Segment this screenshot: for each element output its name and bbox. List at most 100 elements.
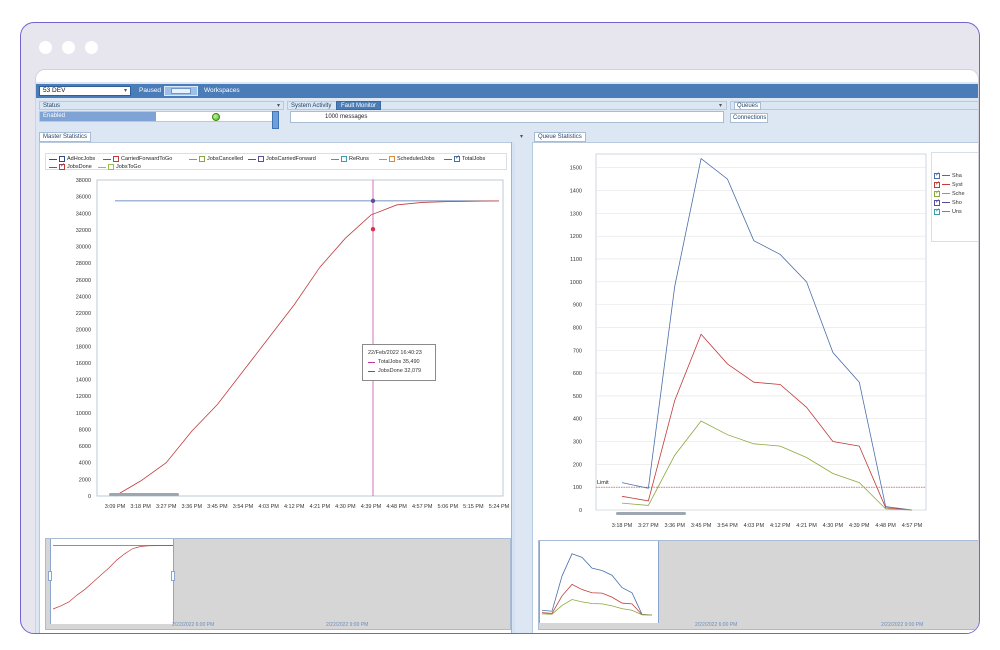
x-tick-label: 3:36 PM	[182, 504, 203, 510]
chevron-down-icon[interactable]: ▾	[276, 103, 280, 109]
legend-item[interactable]: CarriedForwardToGo	[103, 156, 172, 162]
y-tick-label: 16000	[76, 361, 91, 367]
status-row[interactable]: Enabled	[39, 111, 279, 122]
legend-item[interactable]: ReRuns	[331, 156, 369, 162]
y-tick-label: 38000	[76, 178, 91, 184]
legend-swatch	[49, 166, 57, 168]
legend-checkbox[interactable]	[934, 180, 940, 188]
legend-item[interactable]: JobsCancelled	[189, 156, 243, 162]
legend-item[interactable]: Syst	[934, 180, 978, 189]
workspaces-menu[interactable]: Workspaces	[204, 87, 240, 94]
legend-item[interactable]: Uns	[934, 207, 978, 216]
window-dot-icon[interactable]	[85, 41, 98, 54]
message-count: 1000 messages	[325, 114, 368, 120]
legend-label: Syst	[952, 181, 963, 188]
environment-value: 53 DEV	[43, 87, 66, 94]
legend-checkbox[interactable]	[934, 198, 940, 206]
overview-window[interactable]	[539, 541, 659, 623]
legend-checkbox[interactable]	[389, 156, 395, 162]
master-vertical-scrollbar[interactable]	[511, 142, 515, 633]
legend-checkbox[interactable]	[199, 156, 205, 162]
legend-checkbox[interactable]	[113, 156, 119, 162]
limit-label: Limit	[597, 480, 609, 486]
y-tick-label: 8000	[79, 427, 91, 433]
legend-checkbox[interactable]	[934, 207, 940, 215]
y-tick-label: 1500	[570, 166, 582, 172]
queue-chart[interactable]: 0 100 200 300 400 500 600 700 800 900 1000 1100 1200…	[536, 150, 928, 536]
legend-item[interactable]: ScheduledJobs	[379, 156, 435, 162]
legend-checkbox[interactable]	[454, 154, 460, 162]
y-tick-label: 20000	[76, 328, 91, 334]
overview-window[interactable]	[50, 539, 174, 624]
status-panel-header: Status ▾	[39, 101, 284, 110]
legend-item[interactable]: Sche	[934, 189, 978, 198]
overview-right-handle[interactable]	[171, 571, 175, 581]
chart-tooltip: 22/Feb/2022 16:40:23 TotalJobs 35,490 Jo…	[362, 344, 436, 381]
status-ok-icon	[212, 113, 220, 121]
legend-label: Sche	[952, 190, 965, 197]
x-tick-label: 4:39 PM	[849, 523, 870, 529]
window-dot-icon[interactable]	[39, 41, 52, 54]
tab-queue-statistics[interactable]: Queue Statistics	[534, 132, 586, 142]
overview-sparkline	[52, 545, 174, 610]
legend-item[interactable]: Sho	[934, 198, 978, 207]
tab-connections[interactable]: Connections	[730, 113, 768, 123]
y-tick-label: 1000	[570, 280, 582, 286]
pause-toggle[interactable]	[164, 86, 198, 96]
legend-item[interactable]: AdHocJobs	[49, 156, 95, 162]
legend-item[interactable]: JobsDone	[49, 162, 92, 170]
x-tick-label: 4:48 PM	[386, 504, 407, 510]
legend-checkbox[interactable]	[59, 162, 65, 170]
queue-overview[interactable]: 2/22/2022 6:00 PM 2/22/2022 9:00 PM	[538, 540, 978, 630]
cursor-point-total	[370, 198, 376, 204]
master-overview[interactable]: 2/22/2022 6:00 PM 2/22/2022 9:00 PM	[45, 538, 511, 630]
legend-checkbox[interactable]	[934, 189, 940, 197]
legend-swatch	[98, 166, 106, 168]
master-legend: AdHocJobs CarriedForwardToGo JobsCancelled…	[45, 153, 507, 170]
x-tick-label: 3:27 PM	[638, 523, 659, 529]
tab-master-statistics[interactable]: Master Statistics	[39, 132, 92, 142]
status-enabled-cell: Enabled	[40, 112, 156, 121]
legend-item[interactable]: JobsCarriedForward	[248, 156, 316, 162]
legend-swatch	[942, 184, 950, 185]
chevron-down-icon[interactable]: ▾	[718, 103, 722, 109]
y-tick-label: 900	[573, 303, 582, 309]
chevron-down-icon[interactable]: ▾	[520, 134, 524, 140]
status-panel-title: Status	[43, 103, 61, 109]
master-chart[interactable]: 0 2000 4000 6000 8000 10000 12000 14000 16000 180…	[45, 174, 511, 524]
series-line-jobsdone	[114, 200, 500, 497]
y-tick-label: 36000	[76, 195, 91, 201]
x-tick-label: 4:21 PM	[310, 504, 331, 510]
tab-queues[interactable]: Queues	[734, 102, 762, 110]
queue-legend: Sha Syst Sche Sho Uns	[931, 152, 978, 242]
y-tick-label: 2000	[79, 477, 91, 483]
status-scroll-stepper[interactable]	[272, 111, 279, 129]
legend-checkbox[interactable]	[341, 156, 347, 162]
tab-fault-monitor[interactable]: Fault Monitor	[336, 101, 382, 110]
application: 53 DEV ▾ Paused Workspaces Status ▾ Enab…	[36, 82, 978, 633]
environment-select[interactable]: 53 DEV ▾	[39, 86, 131, 96]
y-tick-label: 1200	[570, 234, 582, 240]
tooltip-total: TotalJobs 35,490	[378, 359, 420, 365]
window-dot-icon[interactable]	[62, 41, 75, 54]
y-tick-label: 0	[88, 494, 91, 500]
legend-checkbox[interactable]	[934, 171, 940, 179]
tooltip-row-done: JobsDone 32,079	[368, 367, 430, 376]
legend-label: JobsDone	[67, 164, 92, 170]
overview-series-line	[52, 545, 174, 610]
legend-checkbox[interactable]	[258, 156, 264, 162]
paused-label: Paused	[139, 87, 162, 94]
legend-item[interactable]: JobsToGo	[98, 164, 141, 170]
cursor-point-done	[370, 227, 376, 232]
overview-left-handle[interactable]	[48, 571, 52, 581]
legend-item[interactable]: TotalJobs	[444, 154, 485, 162]
overview-series-line	[541, 583, 653, 616]
legend-item[interactable]: Sha	[934, 171, 978, 180]
series-line-sche	[621, 420, 913, 511]
x-tick-label: 4:12 PM	[284, 504, 305, 510]
x-tick-label: 4:30 PM	[823, 523, 844, 529]
legend-checkbox[interactable]	[108, 164, 114, 170]
window-controls	[39, 41, 98, 54]
plot-area	[96, 179, 504, 497]
y-tick-label: 10000	[76, 411, 91, 417]
